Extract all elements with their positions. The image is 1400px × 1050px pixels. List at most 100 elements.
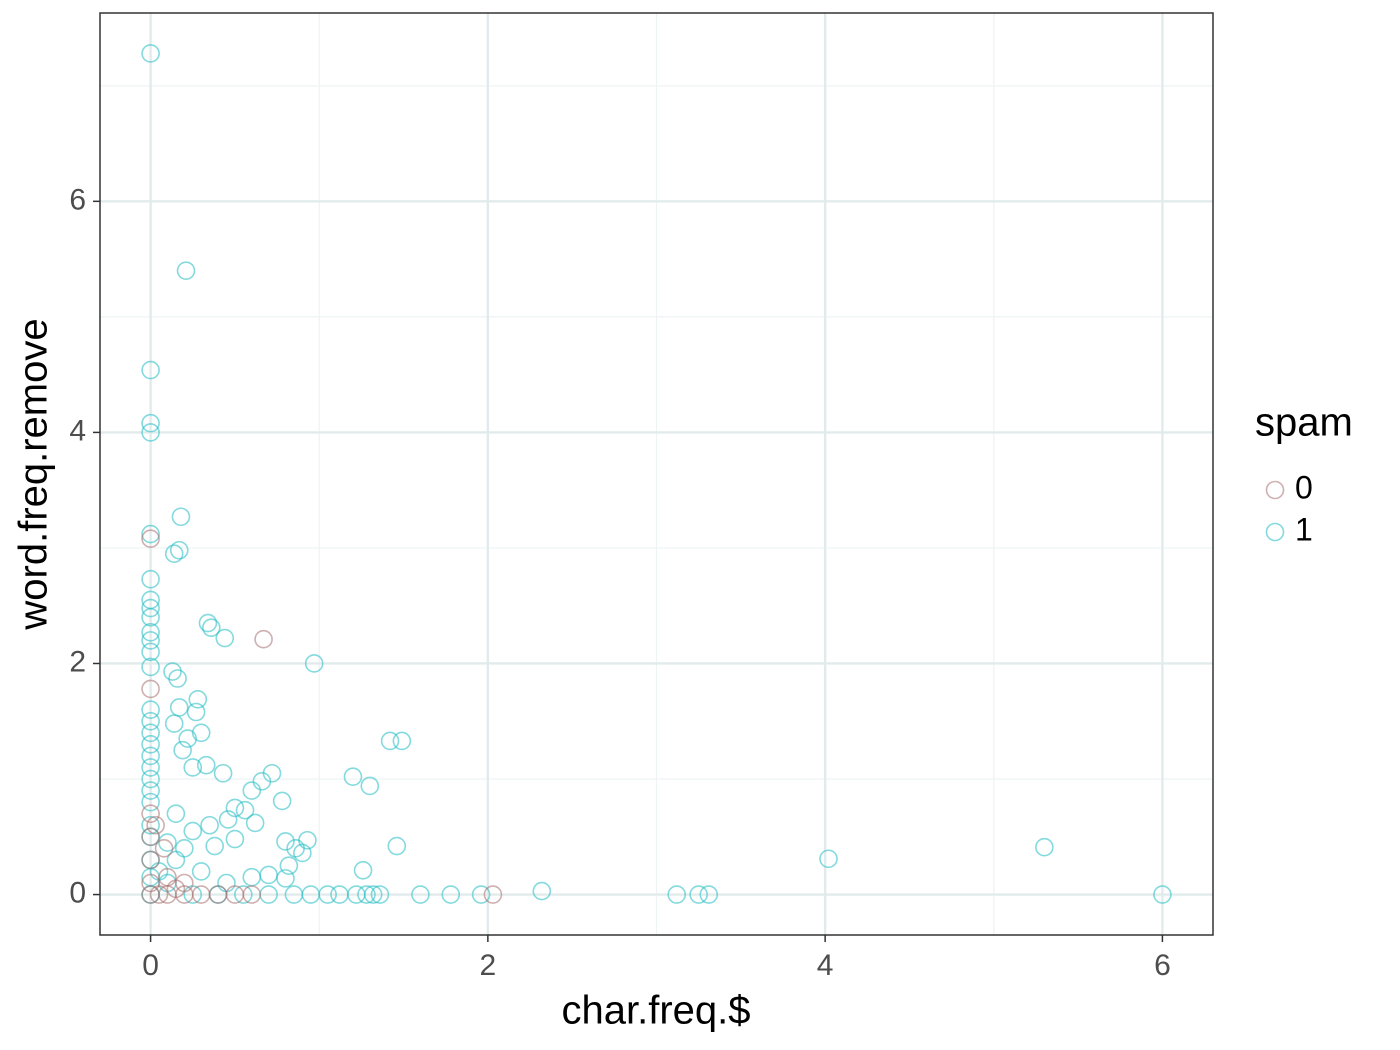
point [141, 827, 160, 847]
point [276, 869, 295, 888]
point [819, 849, 838, 869]
panel-border [99, 12, 1214, 936]
point [200, 815, 219, 835]
point [141, 781, 160, 800]
point [205, 836, 224, 856]
point [380, 731, 400, 751]
point [141, 44, 160, 63]
point [141, 769, 160, 789]
y-tick-label: 6 [69, 183, 86, 216]
point [141, 524, 160, 544]
point [360, 776, 380, 796]
point [441, 885, 461, 904]
legend-label: 1 [1295, 511, 1313, 547]
y-axis-title: word.freq.remove [12, 318, 56, 630]
point [471, 885, 491, 904]
point [173, 740, 192, 760]
point [141, 711, 160, 731]
y-tick-label: 4 [69, 414, 86, 447]
point [183, 758, 203, 777]
point [699, 885, 719, 904]
point [183, 821, 203, 841]
point [141, 657, 160, 677]
x-tick-label: 0 [142, 949, 159, 982]
point [411, 885, 430, 904]
point [667, 885, 687, 904]
point [370, 885, 390, 904]
point [1153, 885, 1172, 904]
point [141, 758, 160, 777]
point [213, 763, 233, 783]
x-tick-label: 6 [1154, 949, 1171, 982]
point [196, 755, 216, 775]
point [141, 723, 160, 743]
point [141, 679, 160, 699]
point [186, 702, 206, 722]
point [225, 798, 245, 818]
point [242, 781, 262, 800]
point [141, 529, 160, 549]
point [141, 804, 160, 823]
point [235, 800, 255, 820]
point [171, 507, 191, 527]
point [1035, 837, 1054, 857]
point [218, 810, 238, 829]
point [279, 856, 299, 875]
point [141, 815, 160, 835]
point [191, 723, 211, 743]
point [304, 654, 324, 673]
point [272, 791, 292, 811]
point [392, 731, 412, 751]
point [164, 714, 184, 733]
point [254, 629, 273, 649]
point [141, 792, 160, 812]
point [141, 607, 160, 627]
point [141, 700, 160, 719]
point [141, 642, 160, 662]
point [262, 763, 282, 783]
point [188, 690, 208, 709]
point [363, 885, 383, 904]
point [176, 261, 196, 280]
point [166, 879, 186, 899]
point [141, 746, 160, 766]
legend-key [1265, 480, 1285, 500]
point [357, 885, 376, 904]
point [141, 360, 160, 380]
point [164, 544, 184, 564]
x-tick-label: 4 [817, 949, 834, 982]
point [245, 813, 265, 833]
point [387, 836, 407, 856]
point [141, 569, 160, 589]
point [215, 628, 235, 648]
point [166, 850, 186, 870]
point [198, 613, 218, 633]
point [318, 885, 337, 904]
point [202, 618, 221, 637]
point [191, 862, 211, 881]
y-tick-label: 0 [69, 876, 86, 909]
point [149, 885, 169, 904]
point [225, 829, 245, 849]
point [141, 622, 160, 642]
point [242, 885, 262, 904]
point [483, 885, 503, 904]
x-axis-title: char.freq.$ [561, 989, 750, 1033]
point [168, 669, 187, 688]
point [532, 881, 552, 901]
point [353, 860, 373, 880]
point [234, 885, 253, 904]
point [178, 729, 197, 748]
point [166, 804, 186, 823]
point [276, 832, 295, 851]
y-tick-label: 2 [69, 645, 86, 678]
point [689, 885, 708, 904]
legend-key [1265, 522, 1285, 542]
point [154, 839, 174, 858]
point [169, 540, 189, 560]
point [141, 423, 160, 442]
legend-title: spam [1255, 401, 1353, 445]
